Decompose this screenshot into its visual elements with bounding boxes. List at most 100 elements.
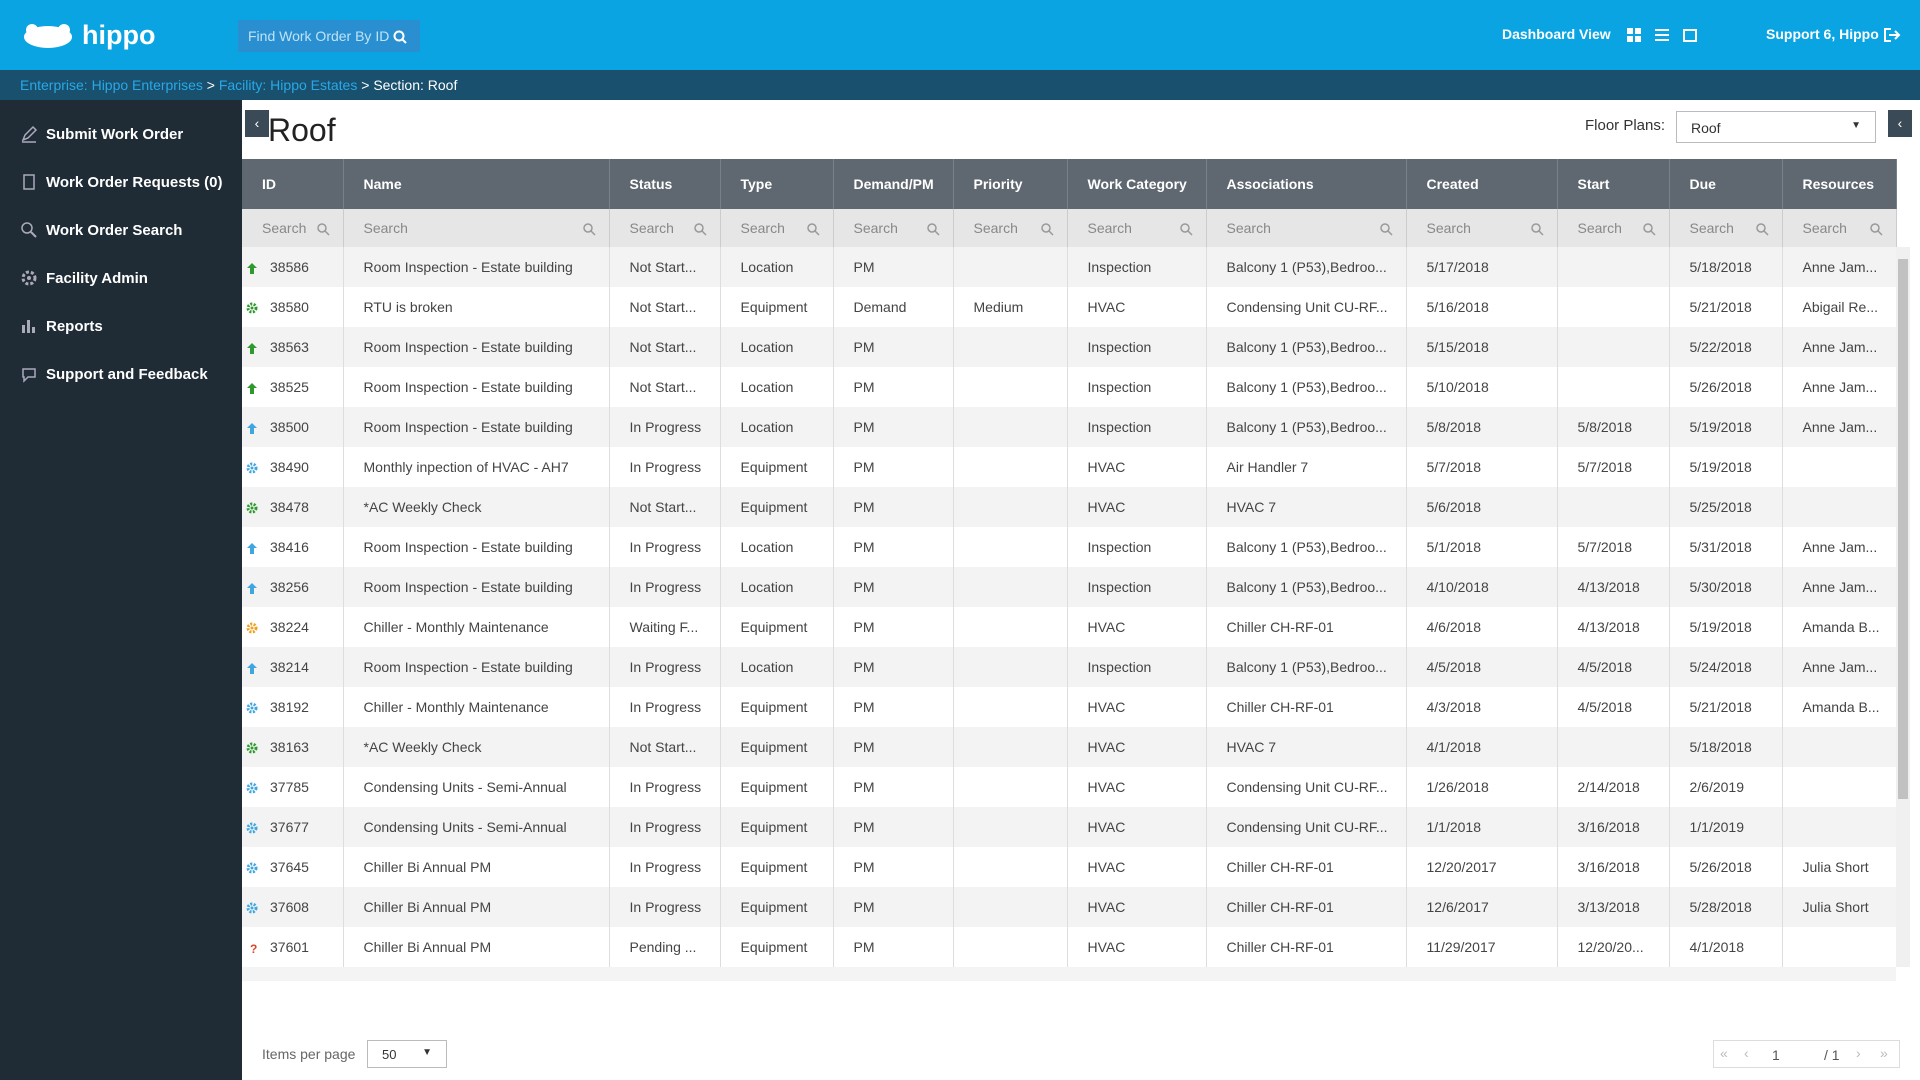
column-filter[interactable]: Search <box>953 209 1068 247</box>
table-row[interactable]: 37677 Condensing Units - Semi-Annual In Pr… <box>242 807 1897 847</box>
column-filter[interactable]: Search <box>1782 209 1897 247</box>
table-row[interactable]: 38500 Room Inspection - Estate building In… <box>242 407 1897 447</box>
column-filter[interactable]: Search <box>1406 209 1558 247</box>
cell-text: PM <box>853 579 875 595</box>
next-page[interactable]: › <box>1856 1045 1861 1061</box>
cell-text: 5/19/2018 <box>1689 459 1752 475</box>
column-filter[interactable]: Search <box>242 209 344 247</box>
column-header[interactable]: Associations <box>1206 159 1407 209</box>
menu-item[interactable]: Work Order Search <box>20 221 182 239</box>
last-page[interactable]: » <box>1880 1045 1888 1061</box>
menu-item[interactable]: Submit Work Order <box>20 125 183 143</box>
user-menu[interactable]: Support 6, Hippo <box>1766 26 1901 43</box>
status-icon <box>246 622 258 634</box>
table-row[interactable]: 38525 Room Inspection - Estate building No… <box>242 367 1897 407</box>
table-row[interactable]: 37608 Chiller Bi Annual PM In Progress Equi… <box>242 887 1897 927</box>
table-cell: 3/13/2018 <box>1557 887 1670 927</box>
column-header[interactable]: Priority <box>953 159 1068 209</box>
table-row[interactable]: 38163 *AC Weekly Check Not Start... Equipme… <box>242 727 1897 767</box>
collapse-left[interactable]: ‹ <box>245 110 269 137</box>
column-header[interactable]: Demand/PM <box>833 159 954 209</box>
menu-item[interactable]: Work Order Requests (0) <box>20 173 222 191</box>
column-filter[interactable]: Search <box>1206 209 1407 247</box>
table-cell: 3/16/2018 <box>1557 807 1670 847</box>
table-row[interactable]: 38563 Room Inspection - Estate building No… <box>242 327 1897 367</box>
table-row[interactable]: 38416 Room Inspection - Estate building In… <box>242 527 1897 567</box>
logout-icon[interactable] <box>1883 27 1901 43</box>
vertical-scrollbar[interactable] <box>1896 247 1910 967</box>
column-filter[interactable]: Search <box>609 209 721 247</box>
items-per-page-select[interactable]: 50 ▼ <box>367 1040 447 1068</box>
table-cell: 4/1/2018 <box>1406 727 1558 767</box>
column-header[interactable]: Status <box>609 159 721 209</box>
dashboard-view[interactable]: Dashboard View <box>1502 26 1723 43</box>
table-cell: Chiller Bi Annual PM <box>343 887 610 927</box>
prev-page[interactable]: ‹ <box>1744 1045 1749 1061</box>
cell-text: PM <box>853 339 875 355</box>
table-row[interactable]: 38214 Room Inspection - Estate building In… <box>242 647 1897 687</box>
table-row[interactable]: 38490 Monthly inpection of HVAC - AH7 In P… <box>242 447 1897 487</box>
horizontal-scrollbar[interactable] <box>242 967 1896 981</box>
column-header[interactable]: ID <box>242 159 344 209</box>
table-cell: Location <box>720 527 834 567</box>
first-page[interactable]: « <box>1720 1045 1728 1061</box>
cell-text: PM <box>853 779 875 795</box>
id-cell: 38563 <box>242 327 344 367</box>
collapse-right[interactable]: ‹ <box>1888 110 1912 137</box>
column-header[interactable]: Created <box>1406 159 1558 209</box>
column-header[interactable]: Resources <box>1782 159 1897 209</box>
crumb[interactable]: Enterprise: Hippo Enterprises <box>20 77 203 93</box>
table-row[interactable]: 38192 Chiller - Monthly Maintenance In Pro… <box>242 687 1897 727</box>
cell-text: PM <box>853 659 875 675</box>
table-row[interactable]: 38586 Room Inspection - Estate building No… <box>242 247 1897 287</box>
cell-text: 5/8/2018 <box>1577 419 1633 435</box>
cell-text: In Progress <box>629 779 702 795</box>
pagination: « ‹ 1 / 1 › » <box>1713 1040 1900 1068</box>
cell-text: HVAC <box>1087 739 1126 755</box>
table-cell: 5/30/2018 <box>1669 567 1783 607</box>
cell-text: 5/1/2018 <box>1426 539 1482 555</box>
svg-text:?: ? <box>250 942 257 955</box>
column-filter[interactable]: Search <box>833 209 954 247</box>
menu-item[interactable]: Facility Admin <box>20 269 148 287</box>
column-filter[interactable]: Search <box>343 209 610 247</box>
menu-item[interactable]: Reports <box>20 317 103 335</box>
table-row[interactable]: ? 37601 Chiller Bi Annual PM Pending ... Equ… <box>242 927 1897 967</box>
page-input[interactable]: 1 <box>1772 1047 1780 1063</box>
page-title: Roof <box>268 112 336 148</box>
table-cell: Equipment <box>720 727 834 767</box>
cell-text: 5/15/2018 <box>1426 339 1489 355</box>
cell-text: Room Inspection - Estate building <box>363 339 573 355</box>
column-filter[interactable]: Search <box>1067 209 1207 247</box>
table-row[interactable]: 37785 Condensing Units - Semi-Annual In Pr… <box>242 767 1897 807</box>
column-header[interactable]: Work Category <box>1067 159 1207 209</box>
table-row[interactable]: 37645 Chiller Bi Annual PM In Progress Equi… <box>242 847 1897 887</box>
cell-text: In Progress <box>629 859 702 875</box>
column-header[interactable]: Name <box>343 159 610 209</box>
menu-item[interactable]: Support and Feedback <box>20 365 208 383</box>
table-cell: Not Start... <box>609 327 721 367</box>
floor-plans-select[interactable]: Roof ▼ <box>1676 111 1876 143</box>
find-work-order[interactable]: Find Work Order By ID <box>238 20 420 52</box>
id-cell: 38192 <box>242 687 344 727</box>
table-cell: 1/1/2018 <box>1406 807 1558 847</box>
crumb[interactable]: Facility: Hippo Estates <box>218 77 358 93</box>
column-filter[interactable]: Search <box>720 209 834 247</box>
cell-text: Condensing Units - Semi-Annual <box>363 779 567 795</box>
logo-text: hippo <box>82 20 156 50</box>
filter-icon <box>1869 223 1883 236</box>
column-filter[interactable]: Search <box>1557 209 1670 247</box>
table-row[interactable]: 38256 Room Inspection - Estate building In… <box>242 567 1897 607</box>
view-icons[interactable] <box>1623 27 1723 43</box>
logo[interactable]: hippo <box>22 20 155 51</box>
table-row[interactable]: 38478 *AC Weekly Check Not Start... Equipme… <box>242 487 1897 527</box>
table-cell: *AC Weekly Check <box>343 727 610 767</box>
table-cell: Balcony 1 (P53),Bedroo... <box>1206 407 1407 447</box>
column-header[interactable]: Type <box>720 159 834 209</box>
column-filter[interactable]: Search <box>1669 209 1783 247</box>
table-row[interactable]: 38224 Chiller - Monthly Maintenance Waitin… <box>242 607 1897 647</box>
column-header[interactable]: Start <box>1557 159 1670 209</box>
table-cell <box>1782 927 1897 967</box>
column-header[interactable]: Due <box>1669 159 1783 209</box>
table-row[interactable]: 38580 RTU is broken Not Start... Equipment D… <box>242 287 1897 327</box>
